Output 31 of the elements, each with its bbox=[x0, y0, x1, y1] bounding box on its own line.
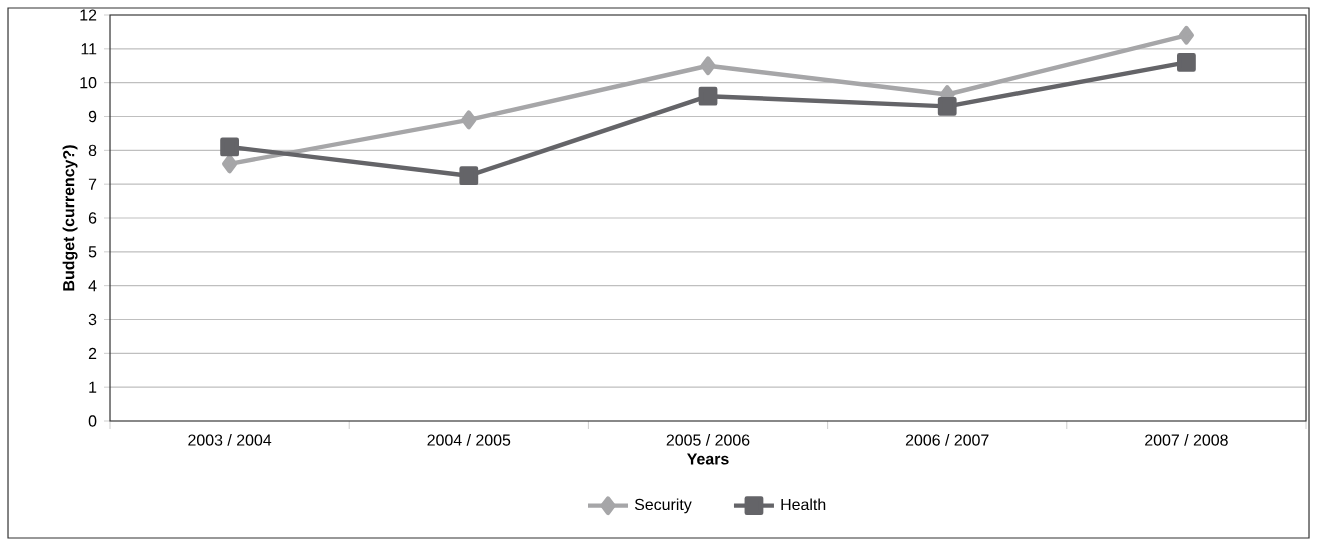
point bbox=[1178, 25, 1195, 45]
point bbox=[700, 56, 716, 76]
point bbox=[1177, 52, 1196, 72]
legend-label: Security bbox=[634, 498, 692, 514]
y-tick-label: 4 bbox=[88, 280, 97, 292]
y-tick-label: 10 bbox=[80, 77, 97, 89]
point bbox=[220, 137, 240, 157]
y-tick-label: 7 bbox=[88, 178, 97, 190]
y-tick-label: 1 bbox=[89, 381, 97, 393]
point bbox=[937, 96, 957, 116]
y-tick-label: 0 bbox=[88, 415, 97, 427]
point bbox=[459, 166, 479, 186]
y-tick-label: 11 bbox=[81, 43, 97, 55]
x-tick-label: 2005 / 2006 bbox=[666, 434, 750, 446]
x-axis-title: Years bbox=[687, 453, 729, 465]
y-tick-label: 3 bbox=[88, 313, 97, 326]
y-axis-title: Budget (currency?) bbox=[62, 145, 78, 291]
x-tick-label: 2006 / 2007 bbox=[905, 434, 989, 446]
y-tick-label: 9 bbox=[88, 110, 97, 123]
x-tick-label: 2007 / 2008 bbox=[1145, 434, 1228, 446]
x-tick-label: 2003 / 2004 bbox=[188, 434, 272, 446]
point bbox=[222, 154, 238, 174]
point bbox=[461, 110, 477, 130]
x-tick-label: 2004 / 2005 bbox=[427, 434, 511, 446]
y-tick-label: 5 bbox=[88, 246, 97, 258]
y-tick-label: 8 bbox=[88, 144, 97, 156]
legend-label: Health bbox=[781, 498, 826, 511]
y-tick-label: 6 bbox=[88, 212, 97, 224]
y-tick-label: 2 bbox=[88, 347, 97, 359]
point bbox=[698, 86, 718, 106]
y-tick-label: 12 bbox=[80, 9, 97, 21]
